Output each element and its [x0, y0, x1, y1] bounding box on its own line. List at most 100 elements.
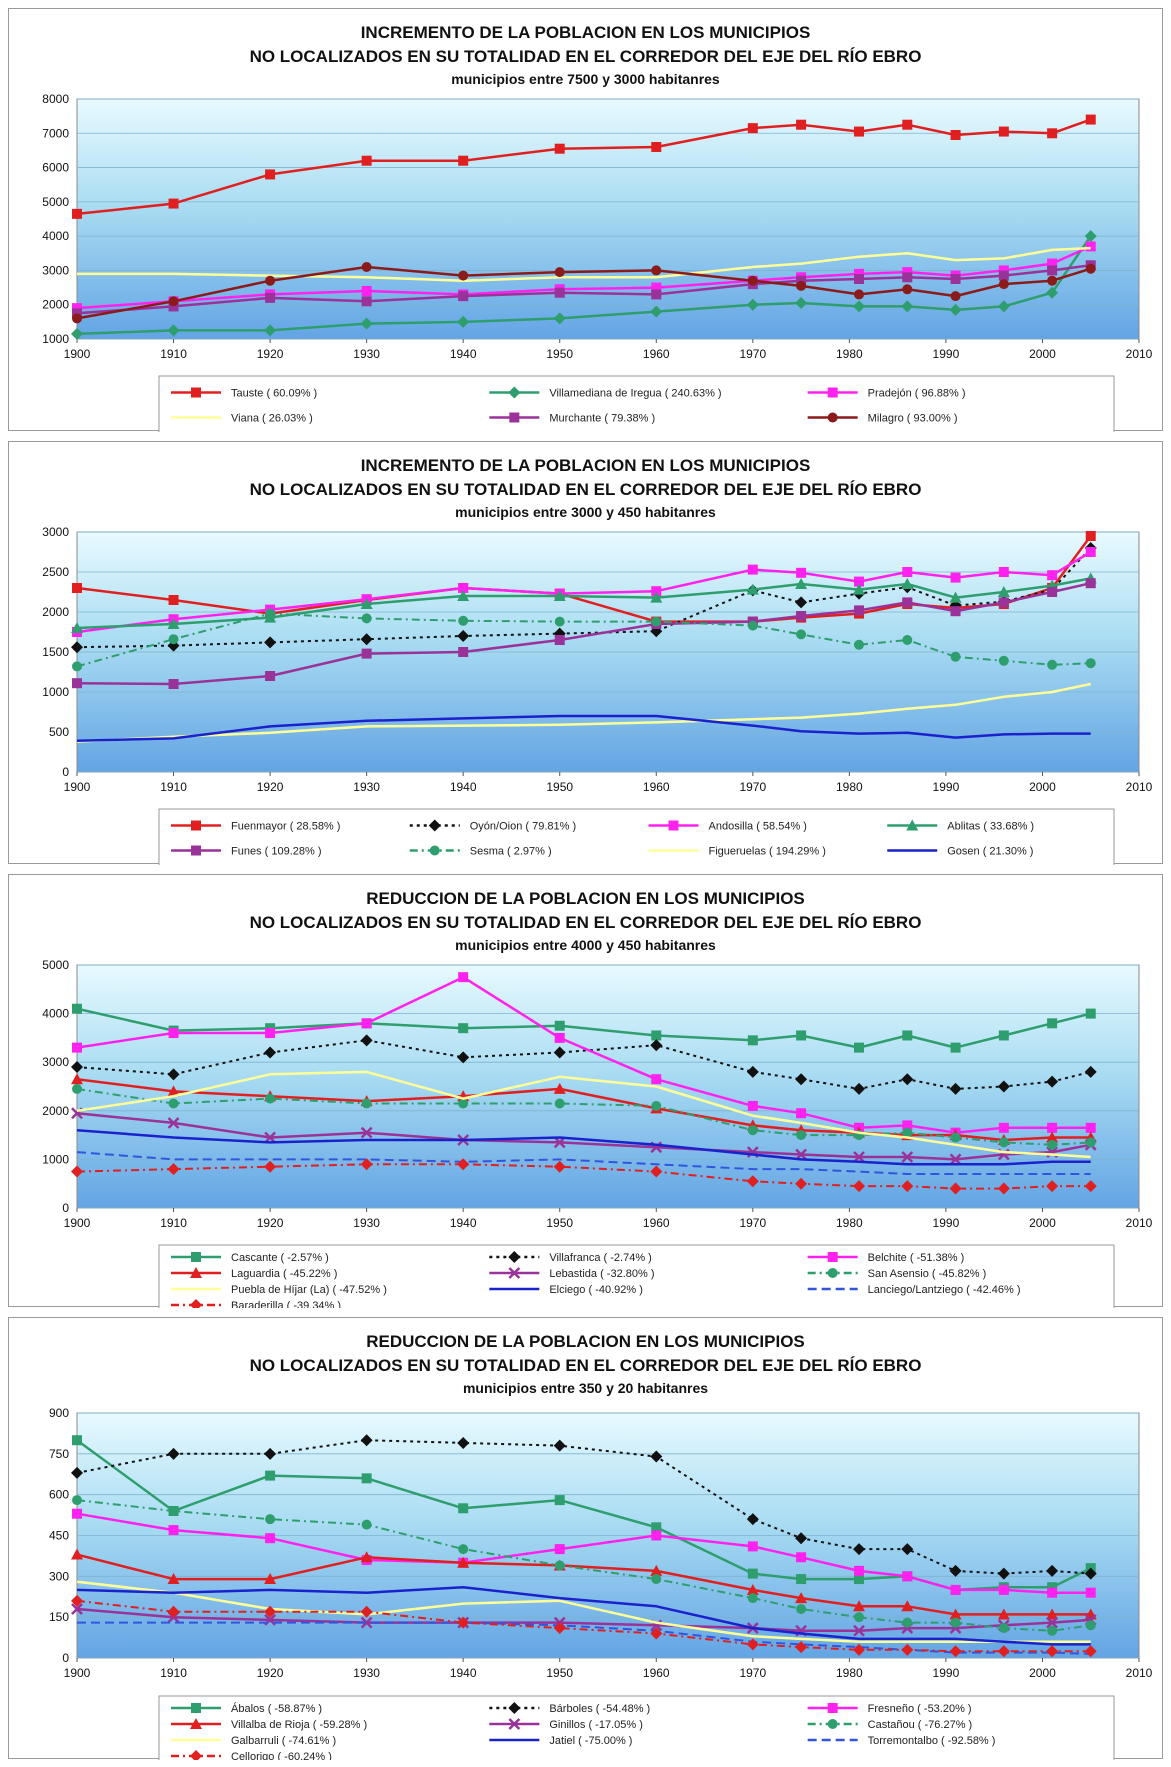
legend-marker [508, 1702, 521, 1714]
legend-label: Puebla de Híjar (La) ( -47.52% ) [231, 1284, 387, 1296]
legend-label: Oyón/Oion ( 79.81% ) [470, 821, 576, 833]
x-tick-label: 1970 [739, 1216, 766, 1230]
data-point [949, 1564, 962, 1577]
data-point [902, 1120, 913, 1131]
legend-label: Lebastida ( -32.80% ) [549, 1268, 654, 1280]
y-tick-label: 900 [49, 1406, 69, 1420]
data-point [265, 1093, 276, 1104]
data-point [265, 1028, 276, 1039]
series-line [76, 682, 1091, 743]
data-point [168, 296, 179, 307]
data-point [1046, 1180, 1059, 1193]
series-line [76, 612, 1091, 668]
chart-4-plot: 0 150 300 450 600 750 900 1900 1910 1920 1930 1940 1… [49, 1406, 1153, 1760]
series-line [76, 1599, 1091, 1653]
data-point [1047, 1582, 1058, 1593]
x-tick-label: 1910 [160, 1666, 187, 1680]
chart-1-subtitle: municipios entre 7500 y 3000 habitanres [451, 71, 720, 87]
series-8 [76, 1585, 1091, 1646]
data-point [902, 1617, 913, 1628]
x-tick-label: 2010 [1126, 1216, 1153, 1230]
x-tick-label: 1910 [160, 347, 187, 361]
data-point [1046, 1616, 1058, 1629]
x-tick-label: 1940 [450, 1666, 477, 1680]
data-point [265, 1533, 276, 1544]
x-tick-label: 2000 [1029, 1216, 1056, 1230]
chart-panel-1: INCREMENTO DE LA POBLACION EN LOS MUNICI… [8, 8, 1163, 432]
data-point [1085, 114, 1096, 125]
data-point [853, 1643, 866, 1656]
data-point [72, 208, 82, 219]
x-tick-label: 1910 [160, 1216, 187, 1230]
data-point [651, 289, 662, 300]
data-point [746, 1583, 759, 1595]
data-point [902, 567, 913, 577]
data-point [901, 1543, 914, 1556]
data-point [167, 1573, 180, 1585]
data-point [997, 1080, 1010, 1093]
x-tick-label: 1950 [546, 1216, 573, 1230]
data-point [265, 292, 276, 303]
data-point [651, 1530, 662, 1541]
data-point [902, 1571, 913, 1582]
x-tick-label: 1920 [257, 1216, 284, 1230]
data-point [796, 275, 807, 286]
data-point [998, 1623, 1009, 1634]
x-tick-label: 1990 [933, 780, 960, 794]
data-point [950, 1042, 961, 1053]
data-point [458, 1023, 469, 1034]
data-point [901, 578, 914, 589]
data-point [457, 1436, 470, 1449]
data-point [361, 155, 372, 166]
data-point [361, 1473, 372, 1484]
data-point [360, 598, 373, 609]
data-point [72, 661, 82, 672]
legend-marker [429, 845, 440, 856]
x-tick-label: 1900 [64, 1216, 91, 1230]
legend-label: Fresneño ( -53.20% ) [868, 1703, 972, 1715]
data-point [853, 1151, 865, 1163]
data-point [167, 1117, 180, 1129]
data-point [746, 583, 759, 595]
data-point [1085, 1587, 1096, 1598]
legend-marker [827, 387, 838, 398]
x-tick-label: 2000 [1029, 347, 1056, 361]
series-10 [71, 1158, 1097, 1195]
data-point [650, 1564, 663, 1576]
data-point [1085, 1122, 1096, 1133]
y-tick-label: 750 [49, 1447, 69, 1461]
data-point [361, 1519, 372, 1530]
legend-label: Villafranca ( -2.74% ) [549, 1252, 652, 1264]
x-tick-label: 1930 [353, 1216, 380, 1230]
y-tick-label: 0 [62, 765, 69, 779]
data-point [796, 629, 807, 640]
data-point [1047, 128, 1058, 139]
data-point [71, 1548, 83, 1560]
data-point [854, 289, 865, 300]
x-tick-label: 1990 [933, 1216, 960, 1230]
legend-label: Funes ( 109.28% ) [231, 846, 322, 858]
data-point [796, 1552, 807, 1563]
data-point [554, 616, 565, 627]
legend-label: Sesma ( 2.97% ) [470, 846, 552, 858]
legend-label: Belchite ( -51.38% ) [868, 1252, 965, 1264]
legend-label: Gosen ( 21.30% ) [947, 846, 1033, 858]
legend-marker [191, 1703, 201, 1713]
legend [158, 1695, 1115, 1760]
data-point [458, 1098, 469, 1109]
data-point [650, 305, 663, 318]
x-tick-label: 1940 [450, 347, 477, 361]
data-point [553, 312, 566, 325]
x-tick-label: 2010 [1126, 1666, 1153, 1680]
y-tick-label: 2000 [42, 1104, 69, 1118]
legend-label: Andosilla ( 58.54% ) [709, 821, 807, 833]
data-point [998, 279, 1009, 290]
data-point [650, 1165, 663, 1178]
data-point [361, 296, 372, 307]
y-tick-label: 2000 [42, 605, 69, 619]
data-point [72, 1083, 82, 1094]
data-point [853, 300, 866, 313]
legend-label: Villamediana de Iregua ( 240.63% ) [549, 388, 721, 400]
legend-label: Fuenmayor ( 28.58% ) [231, 821, 340, 833]
legend-label: San Asensio ( -45.82% ) [868, 1268, 987, 1280]
